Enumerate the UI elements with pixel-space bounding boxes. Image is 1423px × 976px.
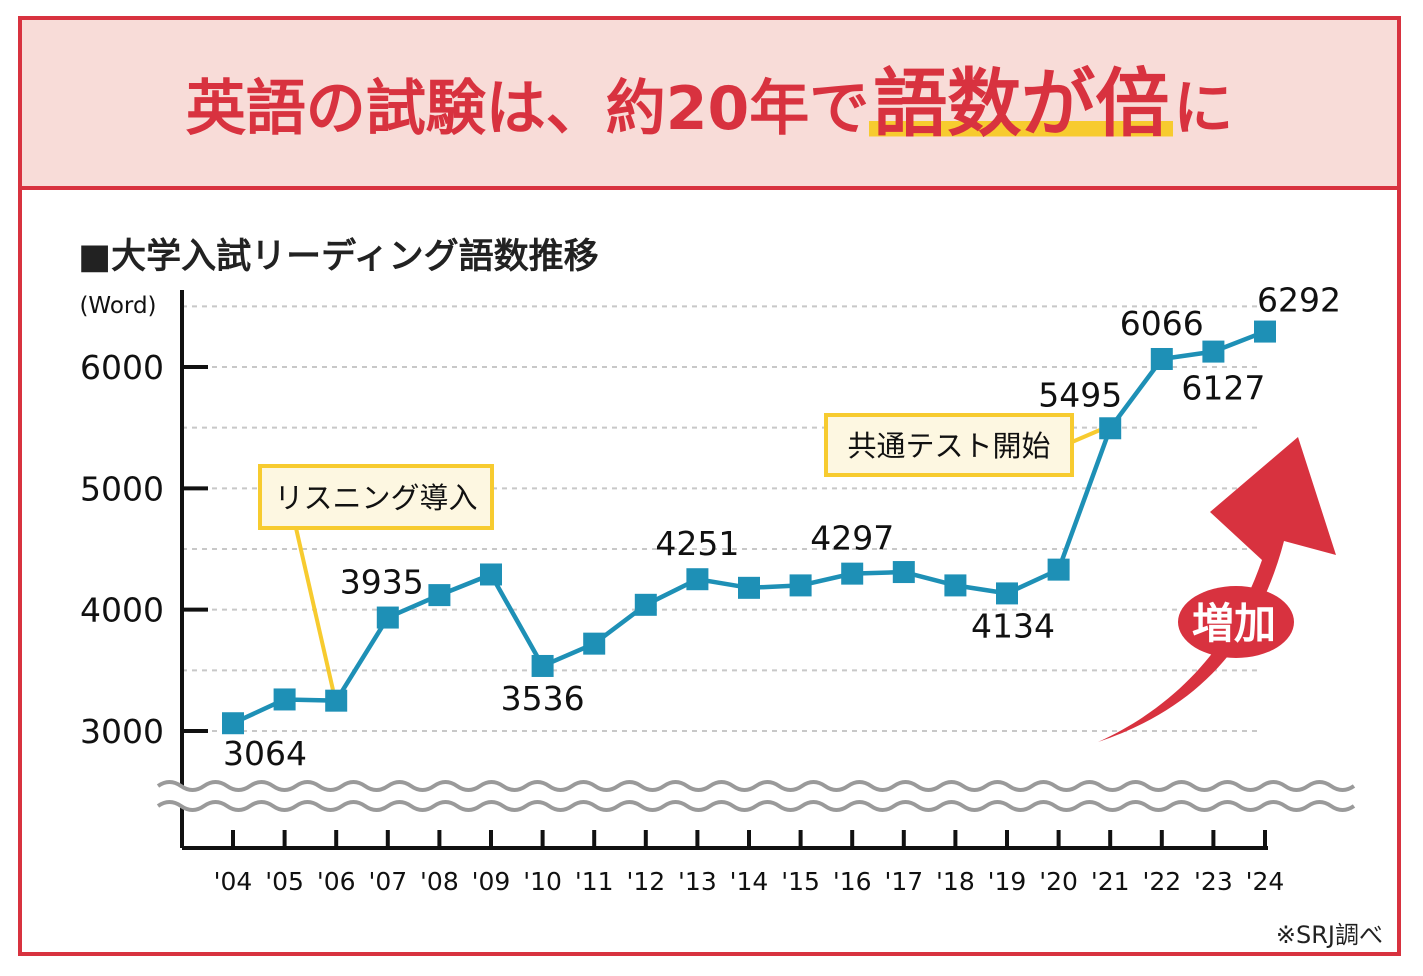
- title-suffix: に: [1173, 74, 1234, 144]
- callout-text: リスニング導入: [274, 481, 477, 515]
- data-label: 3064: [223, 734, 307, 773]
- y-tick-label: 3000: [80, 712, 164, 751]
- x-tick-label: '21: [1091, 867, 1130, 896]
- x-tick-label: '04: [214, 867, 253, 896]
- data-point: [222, 712, 244, 735]
- data-label: 5495: [1038, 375, 1122, 414]
- x-tick-label: '22: [1142, 867, 1181, 896]
- data-point: [1202, 340, 1225, 363]
- data-point: [789, 574, 812, 597]
- y-tick-label: 6000: [80, 348, 164, 387]
- page-title: 英語の試験は、約20年で語数が倍に: [22, 61, 1397, 149]
- data-label: 6127: [1181, 369, 1265, 408]
- x-tick-label: '16: [833, 867, 872, 896]
- data-label: 4134: [971, 606, 1055, 645]
- data-point: [273, 688, 296, 711]
- x-tick-label: '17: [884, 867, 923, 896]
- callout-text: 共通テスト開始: [847, 429, 1050, 463]
- x-tick-label: '10: [523, 867, 562, 896]
- title-prefix: 英語の試験は、約20年で: [185, 74, 870, 144]
- x-tick-label: '05: [265, 867, 304, 896]
- increase-label: 増加: [1192, 599, 1276, 648]
- x-tick-label: '20: [1039, 867, 1078, 896]
- x-tick-label: '13: [678, 867, 717, 896]
- data-label: 6292: [1257, 281, 1341, 320]
- x-tick-label: '23: [1194, 867, 1233, 896]
- data-point: [531, 654, 554, 677]
- callout-box: [258, 464, 494, 530]
- y-tick-label: 4000: [80, 591, 164, 630]
- data-point: [892, 561, 915, 584]
- header-banner: 英語の試験は、約20年で語数が倍に: [22, 20, 1397, 190]
- callout-leader: [294, 527, 335, 691]
- x-tick-label: '06: [317, 867, 356, 896]
- axis-break-wave: [156, 780, 1356, 792]
- y-axis-label: (Word): [79, 293, 156, 319]
- chart-subtitle: ■大学入試リーディング語数推移: [78, 237, 599, 277]
- x-tick-label: '09: [472, 867, 511, 896]
- data-point: [1150, 347, 1173, 370]
- data-point: [1099, 417, 1122, 440]
- data-point: [686, 568, 709, 591]
- title-highlight: 語数が倍: [869, 61, 1174, 147]
- data-label: 4297: [810, 519, 894, 558]
- data-point: [841, 562, 864, 585]
- data-label: 3935: [340, 563, 424, 602]
- data-point: [325, 689, 348, 712]
- x-tick-label: '19: [988, 867, 1027, 896]
- data-point: [428, 584, 451, 607]
- x-tick-label: '07: [368, 867, 407, 896]
- data-point: [634, 593, 657, 616]
- data-point: [480, 563, 502, 586]
- data-point: [944, 574, 967, 597]
- x-tick-label: '12: [626, 867, 665, 896]
- y-tick-label: 5000: [80, 469, 164, 508]
- data-point: [1047, 558, 1070, 581]
- x-tick-label: '11: [575, 867, 614, 896]
- axis-break-wave: [156, 800, 1356, 812]
- data-label: 3536: [501, 679, 585, 718]
- x-tick-label: '24: [1246, 867, 1285, 896]
- x-tick-label: '15: [781, 867, 820, 896]
- data-point: [376, 606, 399, 629]
- increase-arrow-badge: [1178, 586, 1294, 658]
- data-label: 6066: [1120, 304, 1204, 343]
- x-tick-label: '18: [936, 867, 975, 896]
- x-tick-label: '08: [420, 867, 459, 896]
- callout-box: [824, 413, 1074, 477]
- callout-leader: [1071, 428, 1101, 444]
- data-point: [1254, 320, 1276, 343]
- source-note: ※SRJ調べ: [1275, 921, 1383, 949]
- data-point: [583, 632, 606, 655]
- data-point: [996, 582, 1018, 605]
- increase-arrow: [1098, 437, 1336, 742]
- x-tick-label: '14: [730, 867, 769, 896]
- data-label: 4251: [655, 524, 739, 563]
- data-point: [738, 576, 760, 599]
